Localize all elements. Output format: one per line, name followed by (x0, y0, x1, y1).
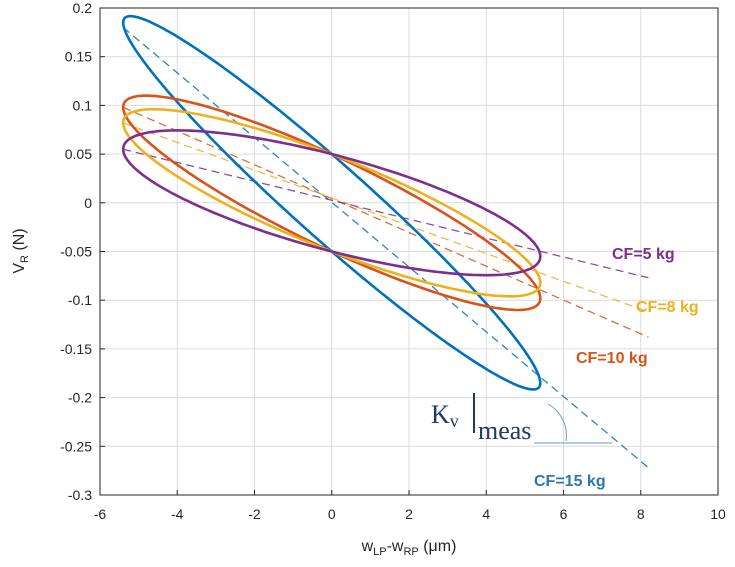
legend-label-cf8: CF=8 kg (636, 299, 699, 316)
fit-line (122, 122, 649, 313)
ticks: -6 -4 -2 0 2 4 6 8 10 0.2 0.15 0.1 0.05 0 -0.05 -0.1 -0.… (60, 0, 726, 522)
tick-label-x: 2 (405, 506, 413, 522)
fit-lines (122, 26, 649, 469)
tick-label-y: 0.1 (73, 97, 93, 113)
fit-line (122, 26, 649, 469)
x-axis-label-w1: w (361, 538, 374, 555)
hysteresis-loop (121, 108, 542, 298)
tick-label-y: 0.2 (73, 0, 93, 16)
x-axis-label-s1: LP (373, 546, 386, 558)
y-axis-label: VR (N) (11, 228, 31, 273)
tick-label-x: -6 (94, 506, 107, 522)
x-axis-label-unit: (μm) (419, 538, 457, 555)
hysteresis-loop (121, 129, 542, 277)
x-axis-label-s2: RP (403, 546, 418, 558)
tick-label-y: 0.15 (65, 49, 92, 65)
kv-annotation: Kv meas (431, 393, 612, 445)
tick-label-y: -0.3 (68, 487, 92, 503)
tick-label-x: 10 (710, 506, 726, 522)
tick-label-y: 0 (84, 195, 92, 211)
tick-label-x: -2 (248, 506, 261, 522)
tick-label-x: 8 (637, 506, 645, 522)
legend-label-cf15: CF=15 kg (534, 473, 606, 490)
tick-label-y: -0.1 (68, 292, 92, 308)
hysteresis-loop (121, 14, 542, 391)
tick-label-y: 0.05 (65, 146, 92, 162)
kv-v: v (450, 411, 459, 431)
tick-label-y: -0.15 (60, 341, 92, 357)
kv-k: K (431, 400, 450, 429)
hysteresis-loop (121, 94, 542, 312)
x-axis-label: wLP-wRP (μm) (361, 538, 457, 558)
tick-label-x: 6 (560, 506, 568, 522)
fit-line (122, 106, 649, 338)
kv-meas: meas (478, 416, 531, 445)
tick-label-x: 0 (328, 506, 336, 522)
legend-label-cf5: CF=5 kg (612, 246, 675, 263)
y-axis-label-unit: (N) (11, 228, 28, 255)
kv-angle-arc (547, 403, 567, 442)
tick-label-x: 4 (482, 506, 490, 522)
kv-symbol: Kv (431, 400, 459, 431)
y-axis-label-sub: R (19, 255, 31, 263)
tick-label-x: -4 (171, 506, 184, 522)
y-axis-label-v: V (11, 263, 28, 274)
hysteresis-loops (121, 14, 542, 391)
tick-label-y: -0.25 (60, 438, 92, 454)
tick-label-y: -0.05 (60, 244, 92, 260)
legend-label-cf10: CF=10 kg (576, 350, 648, 367)
tick-label-y: -0.2 (68, 390, 92, 406)
x-axis-label-dash: -w (387, 538, 404, 555)
